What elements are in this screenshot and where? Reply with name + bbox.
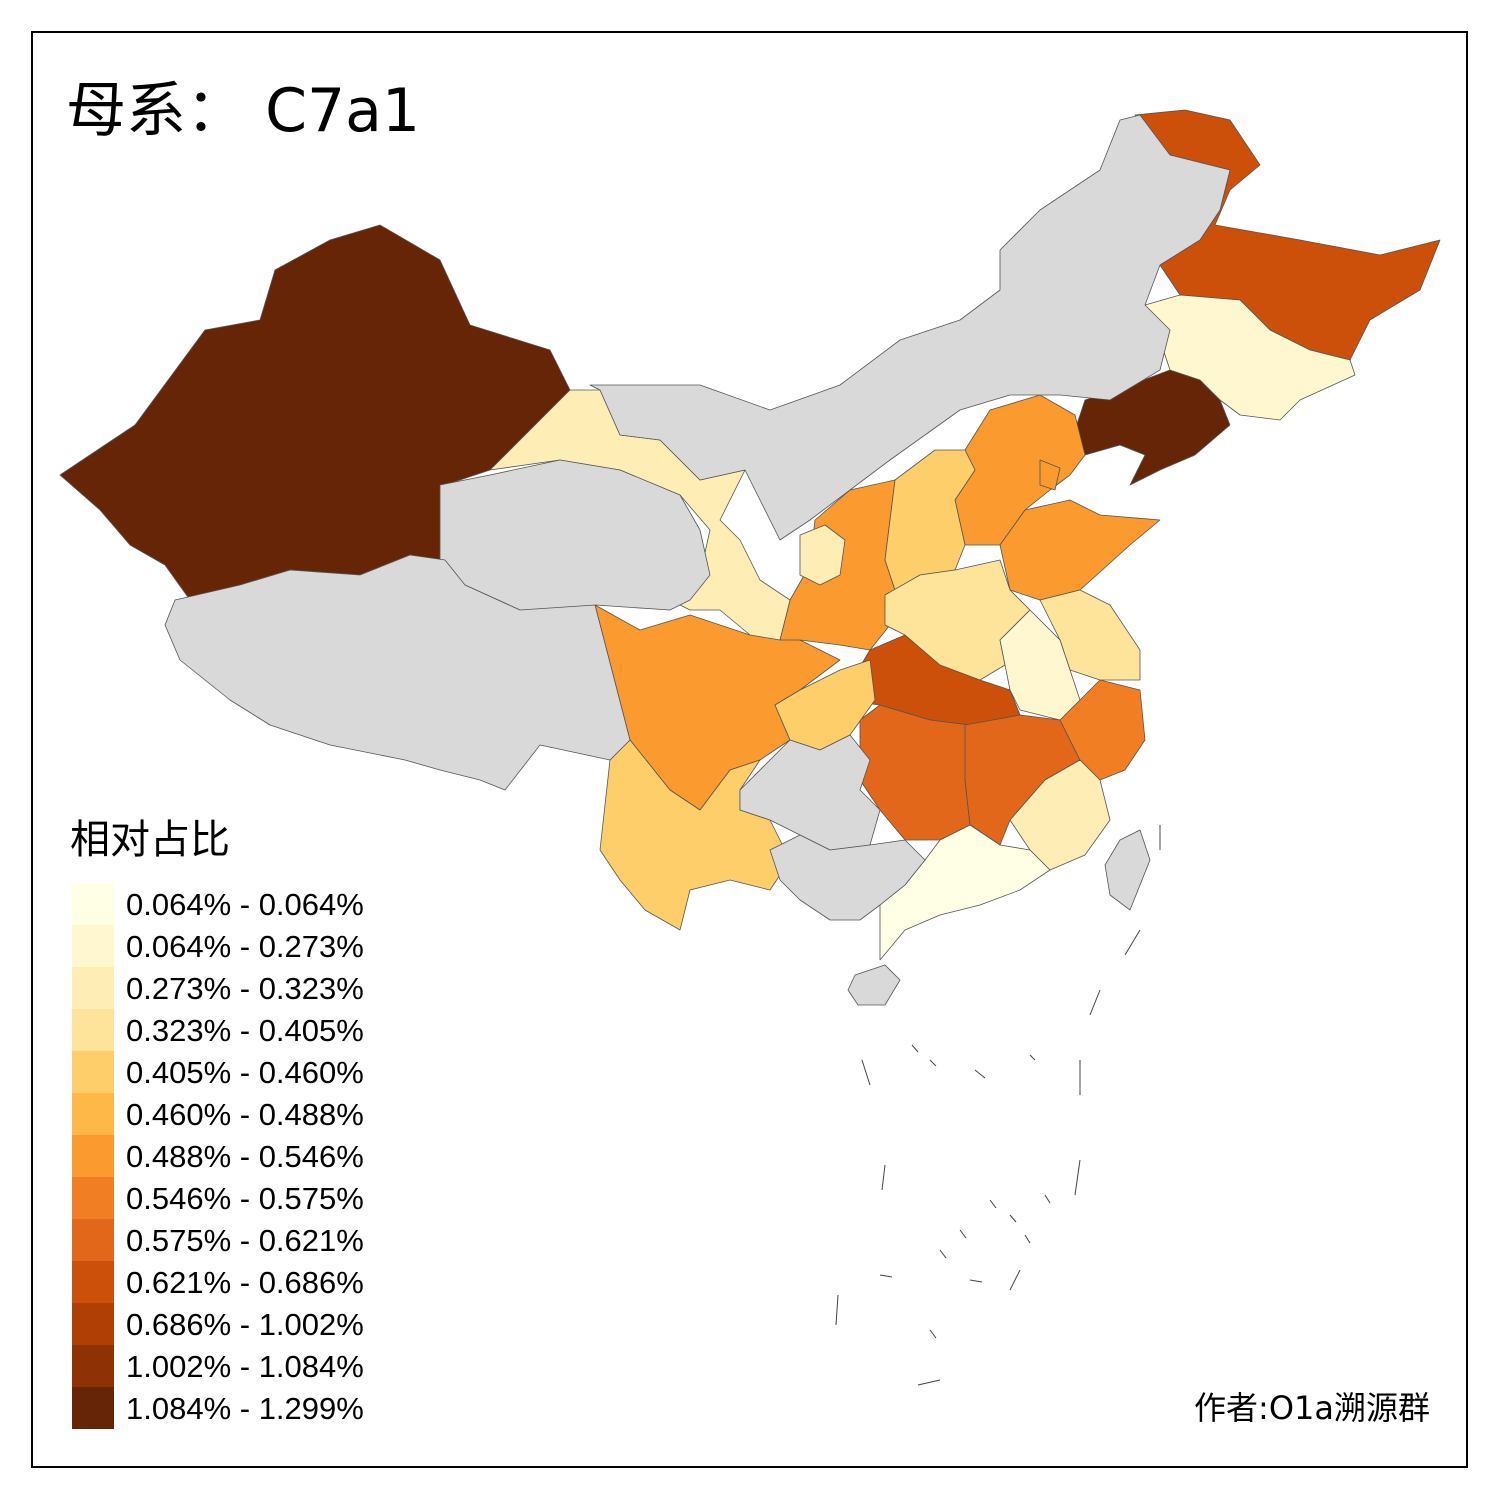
region-guangdong: [879, 824, 1051, 961]
region-ningxia: [799, 524, 846, 586]
island-mark: [959, 1229, 967, 1239]
legend-label: 1.084% - 1.299%: [126, 1391, 364, 1426]
region-inner-mongolia: [589, 114, 1231, 541]
island-mark: [1009, 1269, 1021, 1291]
island-mark: [1029, 1054, 1036, 1061]
legend-swatch: [72, 1303, 114, 1345]
island-mark: [1074, 1159, 1081, 1196]
legend-swatch: [72, 1177, 114, 1219]
island-mark: [861, 1059, 871, 1086]
legend-label: 0.686% - 1.002%: [126, 1307, 364, 1342]
island-mark: [1009, 1214, 1017, 1223]
region-shandong: [999, 499, 1161, 601]
region-taiwan: [1104, 829, 1151, 911]
island-mark: [929, 1329, 937, 1339]
island-mark: [835, 1294, 839, 1326]
island-mark: [974, 1069, 986, 1079]
legend-swatch: [72, 1135, 114, 1177]
legend-swatch: [72, 883, 114, 925]
region-tianjin: [1039, 459, 1061, 491]
author-credit: 作者:O1a溯源群: [1194, 1389, 1430, 1427]
island-mark: [1024, 1234, 1031, 1244]
island-mark: [1044, 1194, 1051, 1204]
island-mark: [1124, 929, 1141, 956]
legend-label: 0.323% - 0.405%: [126, 1013, 364, 1048]
island-mark: [911, 1044, 919, 1053]
legend-swatch: [72, 1219, 114, 1261]
region-jilin: [1144, 294, 1356, 421]
region-yunnan: [599, 739, 791, 931]
legend-label: 0.460% - 0.488%: [126, 1097, 364, 1132]
legend-label: 0.621% - 0.686%: [126, 1265, 364, 1300]
island-mark: [917, 1379, 941, 1386]
region-shanxi: [884, 449, 976, 591]
legend-title: 相对占比: [70, 817, 230, 863]
legend-label: 1.002% - 1.084%: [126, 1349, 364, 1384]
legend-swatch: [72, 1345, 114, 1387]
legend-swatch: [72, 967, 114, 1009]
legend-label: 0.273% - 0.323%: [126, 971, 364, 1006]
island-mark: [879, 1274, 893, 1278]
legend-label: 0.405% - 0.460%: [126, 1055, 364, 1090]
legend-label: 0.064% - 0.273%: [126, 929, 364, 964]
legend-label: 0.488% - 0.546%: [126, 1139, 364, 1174]
legend-swatch: [72, 1009, 114, 1051]
island-mark: [969, 1279, 983, 1283]
legend-swatch: [72, 925, 114, 967]
map-title: 母系： C7a1: [66, 76, 421, 146]
island-mark: [929, 1059, 937, 1067]
map-frame: [31, 31, 1468, 1468]
legend-label: 0.546% - 0.575%: [126, 1181, 364, 1216]
island-mark: [939, 1249, 947, 1259]
legend-label: 0.575% - 0.621%: [126, 1223, 364, 1258]
legend-swatch: [72, 1051, 114, 1093]
region-fujian: [1009, 759, 1111, 871]
island-mark: [881, 1164, 886, 1191]
legend-swatch: [72, 1093, 114, 1135]
legend-label: 0.064% - 0.064%: [126, 887, 364, 922]
region-anhui: [999, 609, 1081, 721]
island-mark: [1089, 989, 1101, 1016]
legend-swatch: [72, 1387, 114, 1429]
region-tibet: [164, 554, 631, 791]
island-mark: [989, 1199, 997, 1209]
region-guizhou: [739, 734, 881, 851]
region-hainan: [847, 964, 901, 1006]
region-guangxi: [769, 834, 926, 921]
legend-swatch: [72, 1261, 114, 1303]
